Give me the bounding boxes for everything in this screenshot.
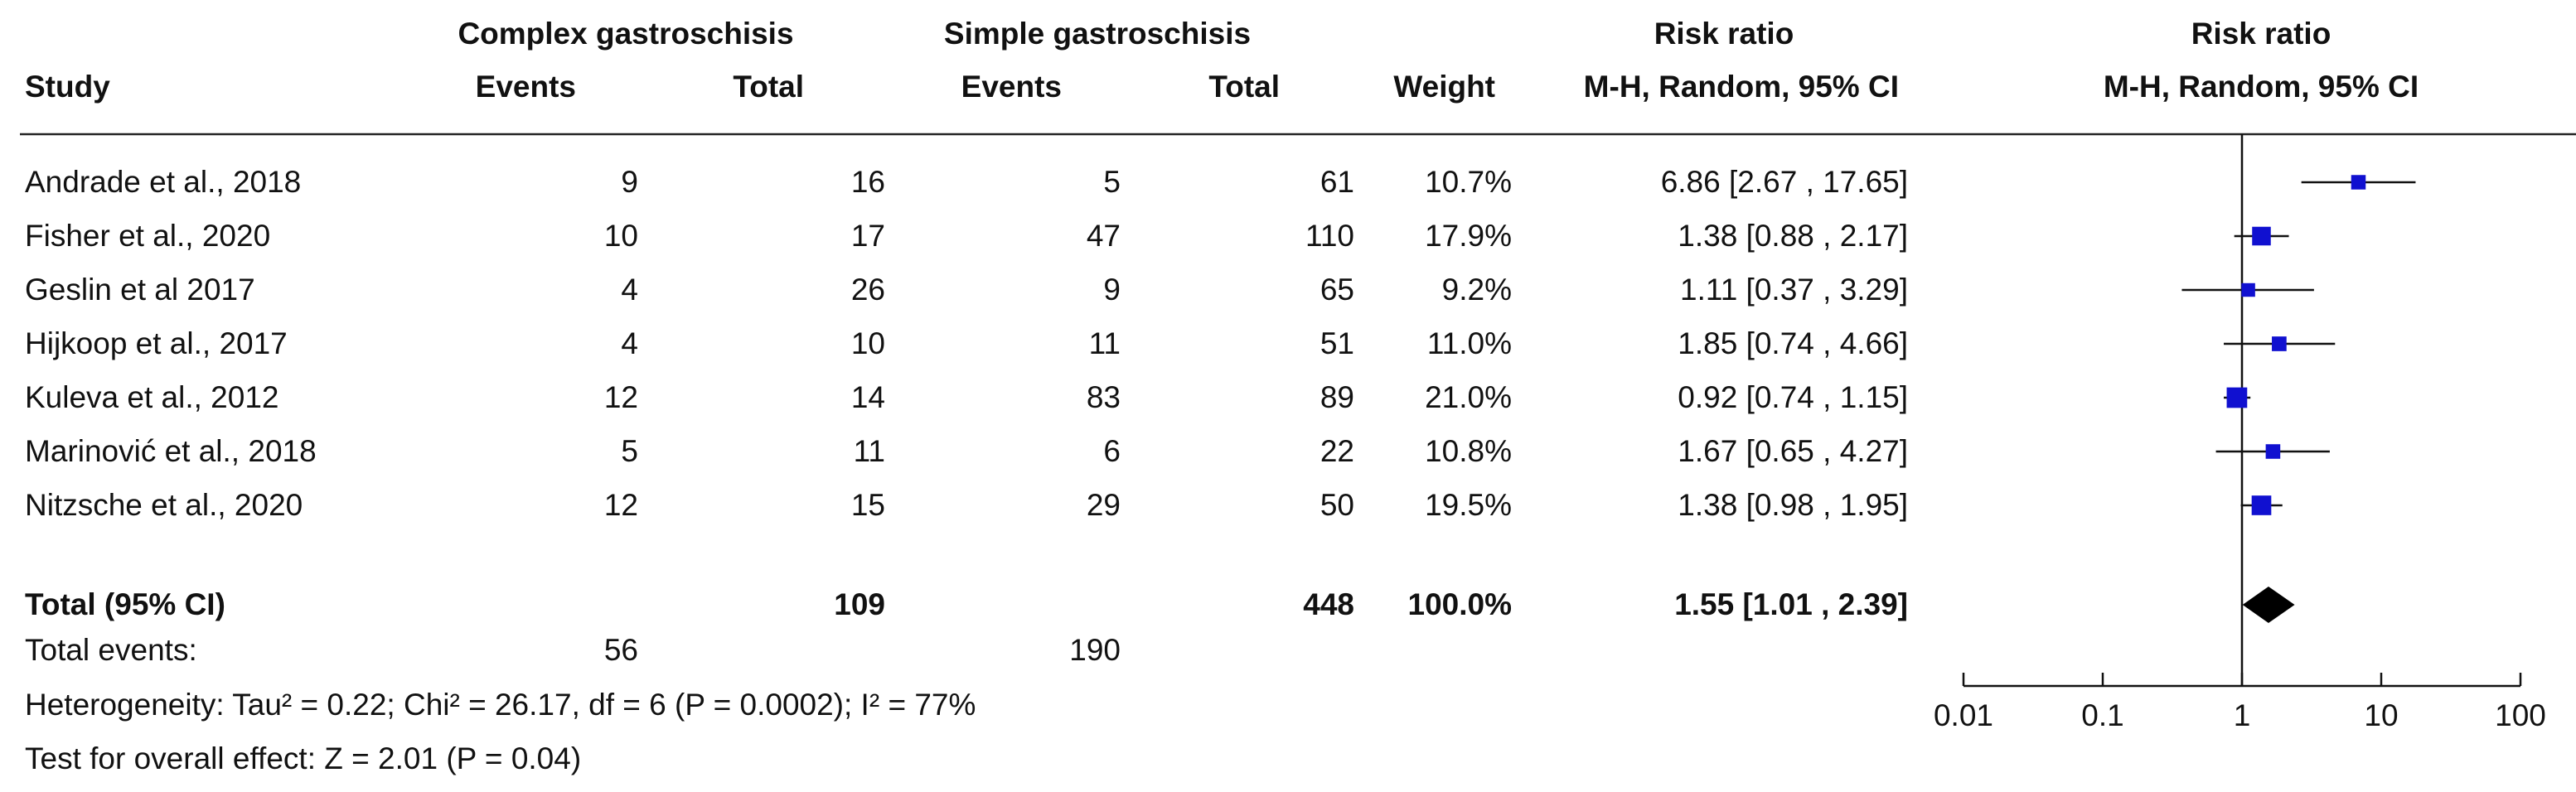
cell-total1: 17 [851,219,885,253]
table-row: Kuleva et al., 2012 12 14 83 89 21.0% 0.92 [0.… [25,380,1908,414]
cell-events1: 4 [621,326,638,360]
cell-total2: 110 [1305,219,1354,253]
point-estimate [2272,336,2287,351]
cell-events2: 11 [1089,326,1121,360]
total-events2: 190 [1069,633,1121,667]
cell-total2: 51 [1320,326,1354,360]
cell-ci-text: 6.86 [2.67 , 17.65] [1661,165,1908,199]
study-header: Study [25,70,110,104]
cell-ci-text: 1.38 [0.88 , 2.17] [1678,219,1908,253]
cell-events1: 12 [604,488,638,522]
table-row: Marinović et al., 2018 5 11 6 22 10.8% 1.67 [0… [25,434,1908,468]
cell-events2: 47 [1087,219,1121,253]
pooled-diamond [2242,587,2295,623]
table-row: Geslin et al 2017 4 26 9 65 9.2% 1.11 [0.37 , … [25,273,1908,307]
cell-weight: 10.7% [1425,165,1512,199]
x-tick-label: 0.1 [2081,698,2123,732]
total-events-label: Total events: [25,633,197,667]
total2-header: Total [1208,70,1280,104]
point-estimate [2252,226,2271,246]
cell-events1: 4 [621,273,638,307]
method-table-header: M-H, Random, 95% CI [1584,70,1899,104]
heterogeneity-text: Heterogeneity: Tau² = 0.22; Chi² = 26.17… [25,688,976,722]
cell-weight: 17.9% [1425,219,1512,253]
cell-total2: 22 [1320,434,1354,468]
x-tick-label: 0.01 [1934,698,1993,732]
group2-header: Simple gastroschisis [944,17,1251,51]
total-label: Total (95% CI) [25,587,225,621]
study-name: Nitzsche et al., 2020 [25,488,303,522]
group1-header: Complex gastroschisis [458,17,793,51]
cell-events2: 6 [1103,434,1121,468]
cell-weight: 19.5% [1425,488,1512,522]
table-row: Hijkoop et al., 2017 4 10 11 51 11.0% 1.85 [0.… [25,326,1908,360]
cell-events1: 12 [604,380,638,414]
rr-table-header: Risk ratio [1654,17,1794,51]
cell-weight: 9.2% [1442,273,1512,307]
cell-total1: 14 [851,380,885,414]
method-plot-header: M-H, Random, 95% CI [2104,70,2419,104]
cell-weight: 11.0% [1427,326,1512,360]
point-estimate [2351,175,2366,190]
cell-total1: 11 [854,434,885,468]
cell-events1: 10 [604,219,638,253]
total-weight: 100.0% [1408,587,1513,621]
cell-events1: 5 [621,434,638,468]
point-estimate [2251,495,2272,515]
cell-ci-text: 1.85 [0.74 , 4.66] [1678,326,1908,360]
study-name: Marinović et al., 2018 [25,434,317,468]
cell-total1: 15 [851,488,885,522]
table-row: Andrade et al., 2018 9 16 5 61 10.7% 6.86 [2.6… [25,165,1908,199]
cell-events1: 9 [621,165,638,199]
total1-header: Total [733,70,804,104]
x-tick-label: 100 [2495,698,2546,732]
cell-events2: 83 [1087,380,1121,414]
study-name: Kuleva et al., 2012 [25,380,279,414]
table-row: Fisher et al., 2020 10 17 47 110 17.9% 1.38 [0… [25,219,1908,253]
total-ci: 1.55 [1.01 , 2.39] [1674,587,1908,621]
cell-total2: 89 [1320,380,1354,414]
events1-header: Events [476,70,576,104]
overall-effect-text: Test for overall effect: Z = 2.01 (P = 0… [25,741,581,775]
weight-header: Weight [1393,70,1495,104]
study-name: Hijkoop et al., 2017 [25,326,288,360]
x-tick-label: 10 [2364,698,2398,732]
table-rows: Andrade et al., 2018 9 16 5 61 10.7% 6.86 [2.6… [25,165,1908,522]
cell-ci-text: 1.67 [0.65 , 4.27] [1678,434,1908,468]
cell-total1: 26 [851,273,885,307]
cell-events2: 5 [1103,165,1121,199]
cell-events2: 29 [1087,488,1121,522]
cell-total2: 50 [1320,488,1354,522]
study-name: Fisher et al., 2020 [25,219,270,253]
total-events1: 56 [604,633,638,667]
total2-value: 448 [1303,587,1354,621]
cell-weight: 10.8% [1425,434,1512,468]
cell-total2: 65 [1320,273,1354,307]
cell-events2: 9 [1103,273,1121,307]
study-name: Geslin et al 2017 [25,273,255,307]
rr-plot-header: Risk ratio [2191,17,2331,51]
cell-total1: 10 [851,326,885,360]
cell-ci-text: 0.92 [0.74 , 1.15] [1678,380,1908,414]
table-row: Nitzsche et al., 2020 12 15 29 50 19.5% 1.38 [… [25,488,1908,522]
x-tick-label: 1 [2234,698,2251,732]
events2-header: Events [961,70,1062,104]
cell-ci-text: 1.38 [0.98 , 1.95] [1678,488,1908,522]
total1-value: 109 [834,587,885,621]
cell-weight: 21.0% [1425,380,1512,414]
cell-ci-text: 1.11 [0.37 , 3.29] [1680,273,1908,307]
point-estimate [2265,444,2281,459]
cell-total2: 61 [1320,165,1354,199]
plot-area: 0.01 0.1 1 10 100 [1934,134,2546,732]
cell-total1: 16 [851,165,885,199]
point-estimate [2226,387,2248,408]
study-name: Andrade et al., 2018 [25,165,301,199]
point-estimate [2241,283,2255,297]
